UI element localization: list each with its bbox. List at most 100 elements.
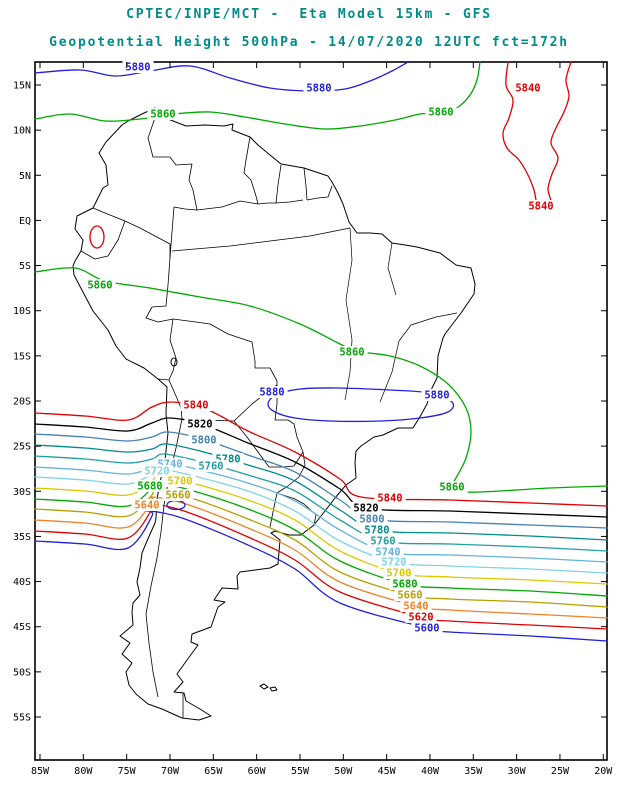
contour-label-bg [188,434,220,446]
border-suriname-guiana [303,167,308,201]
contour-label-5860: 5860 [428,107,453,119]
contour-label-bg [525,200,557,212]
contour-5760 [34,453,608,552]
contour-label-5840: 5840 [377,493,402,505]
contour-5880 [267,387,455,423]
lon-tick-label-50W: 50W [334,766,353,777]
lon-tick-label-70W: 70W [161,766,180,777]
contour-5600 [34,510,608,642]
border-uruguay-argentina [269,492,278,528]
border-paraguay-argentina [233,420,304,468]
lat-tick-label-5S: 5S [19,261,31,272]
contour-label-5820: 5820 [187,419,212,431]
contour-5640 [34,496,608,619]
contour-5860 [34,267,608,493]
lon-tick-label-35W: 35W [464,766,483,777]
lon-tick-label-85W: 85W [31,766,50,777]
contour-label-5880: 5880 [259,387,284,399]
lat-tick-label-35S: 35S [13,532,31,543]
contour-label-5640: 5640 [134,500,159,512]
contour-label-bg [84,279,116,291]
contour-label-bg [184,418,216,430]
contour-label-bg [400,600,432,612]
contour-label-5720: 5720 [144,466,169,478]
lon-tick-label-25W: 25W [551,766,570,777]
lat-tick-label-30S: 30S [13,487,31,498]
contour-label-bg [122,61,154,73]
border-peru-brazil [145,257,174,323]
contour-5720 [34,468,608,574]
contour-label-5760: 5760 [198,461,223,473]
contour-label-bg [164,475,196,487]
lat-tick-label-5N: 5N [19,171,31,182]
border-colombia-brazil [169,206,198,259]
contour-label-bg [350,502,382,514]
northeast-state-line [387,242,397,296]
contour-label-bg [356,513,388,525]
contour-label-5840: 5840 [515,83,540,95]
contour-label-bg [131,499,163,511]
contour-label-5680: 5680 [392,579,417,591]
border-colombia-venezuela [147,114,198,211]
contour-label-bg [162,489,194,501]
sao-francisco-river [379,312,458,403]
lon-tick-label-45W: 45W [378,766,397,777]
contour-label-5840: 5840 [183,400,208,412]
lon-tick-label-65W: 65W [204,766,223,777]
lat-tick-label-45S: 45S [13,622,31,633]
contour-label-bg [421,389,453,401]
contour-label-bg [394,589,426,601]
contour-label-5660: 5660 [397,590,422,602]
lon-tick-label-20W: 20W [594,766,613,777]
contour-label-5660: 5660 [165,490,190,502]
border-suriname-brazil [275,199,304,204]
lat-tick-label-50S: 50S [13,667,31,678]
amazon-river [171,227,351,252]
contour-label-5700: 5700 [167,476,192,488]
contour-label-bg [411,622,443,634]
contour-label-bg [134,480,166,492]
contour-label-bg [374,492,406,504]
border-guiana-brazil [306,185,333,201]
map-title-line2: Geopotential Height 500hPa - 14/07/2020 … [49,35,569,50]
contour-label-bg [180,399,212,411]
contour-label-bg [405,611,437,623]
contour-label-5860: 5860 [87,280,112,292]
contour-5780 [34,443,608,541]
contour-label-5880: 5880 [306,83,331,95]
contour-5740 [34,461,608,563]
lon-tick-label-40W: 40W [421,766,440,777]
contour-label-5840: 5840 [528,201,553,213]
contour-label-bg [372,546,404,558]
lon-tick-label-60W: 60W [248,766,267,777]
lat-tick-label-25S: 25S [13,442,31,453]
lon-tick-label-75W: 75W [118,766,137,777]
geopotential-height-contours [34,61,608,642]
contour-label-bg [436,481,468,493]
lon-tick-label-80W: 80W [74,766,93,777]
lon-tick-label-55W: 55W [291,766,310,777]
border-ecuador-peru [80,220,126,260]
contour-5660 [34,489,608,608]
contour-5840 [34,401,608,507]
border-bolivia-brazil [172,318,278,385]
contour-label-bg [389,578,421,590]
contour-label-5860: 5860 [439,482,464,494]
contour-label-bg [383,567,415,579]
coastline-path [72,107,476,721]
contour-label-bg [147,108,179,120]
contour-label-5880: 5880 [424,390,449,402]
contour-label-bg [195,460,227,472]
lat-tick-label-55S: 55S [13,713,31,724]
contour-label-5820: 5820 [353,503,378,515]
border-chile-bolivia [168,379,183,420]
contour-label-bg [425,106,457,118]
contour-label-5880: 5880 [125,62,150,74]
contour-label-5760: 5760 [370,536,395,548]
contour-label-bg [141,465,173,477]
contour-label-5740: 5740 [375,547,400,559]
lat-tick-label-10S: 10S [13,306,31,317]
lat-tick-label-15N: 15N [13,81,31,92]
contour-label-5800: 5800 [191,435,216,447]
